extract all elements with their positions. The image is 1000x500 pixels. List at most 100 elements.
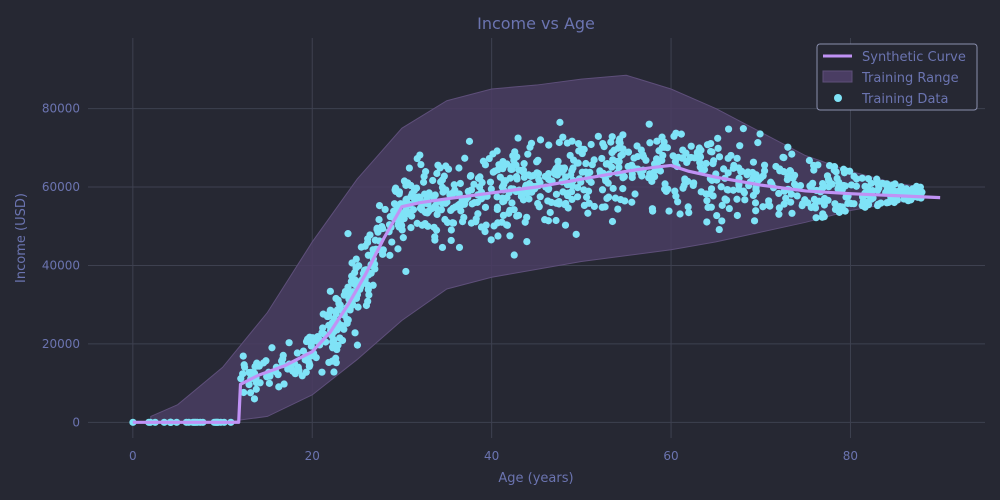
training-data-point	[752, 187, 760, 195]
training-data-point	[607, 138, 615, 146]
training-data-point	[652, 155, 661, 163]
training-data-point	[619, 131, 627, 139]
training-data-point	[375, 202, 384, 210]
training-data-point	[381, 205, 389, 214]
training-data-point	[875, 184, 883, 192]
training-data-point	[572, 230, 580, 238]
training-data-point	[323, 312, 332, 321]
training-data-point	[429, 176, 437, 185]
training-data-point	[252, 378, 260, 387]
training-data-point	[596, 167, 604, 175]
training-data-point	[473, 198, 482, 206]
training-data-point	[604, 179, 612, 187]
training-data-point	[499, 198, 507, 206]
training-data-point	[431, 236, 439, 244]
training-data-point	[616, 139, 624, 147]
synthetic-curve-line	[132, 163, 941, 424]
training-data-point	[500, 177, 508, 185]
training-data-point	[835, 178, 843, 186]
training-data-point	[858, 174, 866, 182]
training-data-point	[738, 167, 746, 175]
training-data-point	[590, 156, 598, 164]
training-data-point	[682, 149, 690, 157]
training-data-point	[439, 188, 447, 196]
training-data-points	[129, 118, 926, 426]
training-data-point	[725, 204, 733, 213]
legend: Synthetic Curve Training Range Training …	[816, 43, 978, 111]
training-data-point	[482, 221, 490, 229]
training-data-point	[615, 157, 623, 166]
x-axis-label: Age (years)	[498, 471, 573, 486]
training-data-point	[685, 209, 693, 217]
training-data-point	[642, 156, 650, 164]
training-data-point	[460, 213, 468, 222]
training-data-point	[846, 167, 854, 175]
x-tick-label: 40	[484, 449, 499, 463]
training-data-point	[534, 156, 542, 164]
y-tick-label: 60000	[42, 180, 80, 194]
training-data-point	[405, 164, 413, 172]
training-data-point	[285, 339, 293, 347]
training-data-point	[481, 228, 489, 236]
training-data-point	[535, 176, 543, 184]
training-data-point	[710, 157, 718, 165]
training-data-point	[352, 264, 360, 272]
training-data-point	[700, 165, 709, 174]
training-data-point	[689, 181, 697, 190]
training-data-point	[254, 362, 262, 370]
training-data-point	[811, 204, 820, 212]
training-data-point	[918, 188, 926, 196]
training-data-point	[645, 174, 653, 182]
training-data-point	[413, 219, 421, 227]
training-data-point	[835, 208, 843, 216]
training-data-point	[506, 206, 514, 214]
training-data-point	[864, 198, 872, 206]
training-data-point	[568, 195, 576, 204]
training-data-point	[687, 142, 695, 150]
training-data-point	[788, 209, 796, 217]
training-data-point	[825, 161, 834, 170]
training-data-point	[674, 198, 682, 206]
training-data-point	[590, 202, 598, 211]
training-data-point	[834, 185, 842, 193]
synthetic-curve	[132, 163, 941, 424]
training-data-point	[891, 187, 899, 195]
training-data-point	[646, 139, 654, 147]
training-data-point	[487, 185, 495, 193]
training-data-point	[344, 230, 352, 238]
training-data-point	[436, 164, 444, 172]
training-data-point	[408, 212, 416, 220]
training-data-point	[486, 178, 495, 186]
training-data-point	[455, 164, 463, 172]
training-data-point	[749, 174, 757, 182]
legend-label-curve: Synthetic Curve	[862, 50, 966, 65]
training-data-point	[318, 368, 326, 376]
training-data-point	[293, 349, 301, 357]
training-data-point	[394, 245, 402, 253]
training-data-point	[805, 156, 813, 165]
training-data-point	[487, 236, 495, 244]
training-data-point	[310, 337, 319, 345]
training-data-point	[287, 365, 296, 373]
training-data-point	[421, 190, 429, 198]
training-data-point	[631, 190, 639, 198]
training-data-point	[481, 203, 490, 211]
training-data-point	[656, 167, 665, 175]
training-data-point	[703, 197, 711, 205]
training-data-point	[402, 196, 410, 204]
x-tick-label: 80	[843, 449, 858, 463]
training-data-point	[687, 153, 695, 162]
training-data-point	[421, 219, 429, 228]
training-data-point	[702, 159, 710, 168]
training-data-point	[733, 154, 741, 162]
training-data-point	[338, 322, 346, 330]
training-data-point	[479, 157, 487, 165]
legend-band-swatch	[822, 70, 853, 83]
training-data-point	[681, 175, 689, 183]
training-data-point	[494, 232, 502, 240]
training-data-point	[328, 357, 336, 365]
training-data-point	[470, 180, 478, 188]
training-data-point	[678, 154, 686, 162]
training-data-point	[416, 204, 424, 212]
